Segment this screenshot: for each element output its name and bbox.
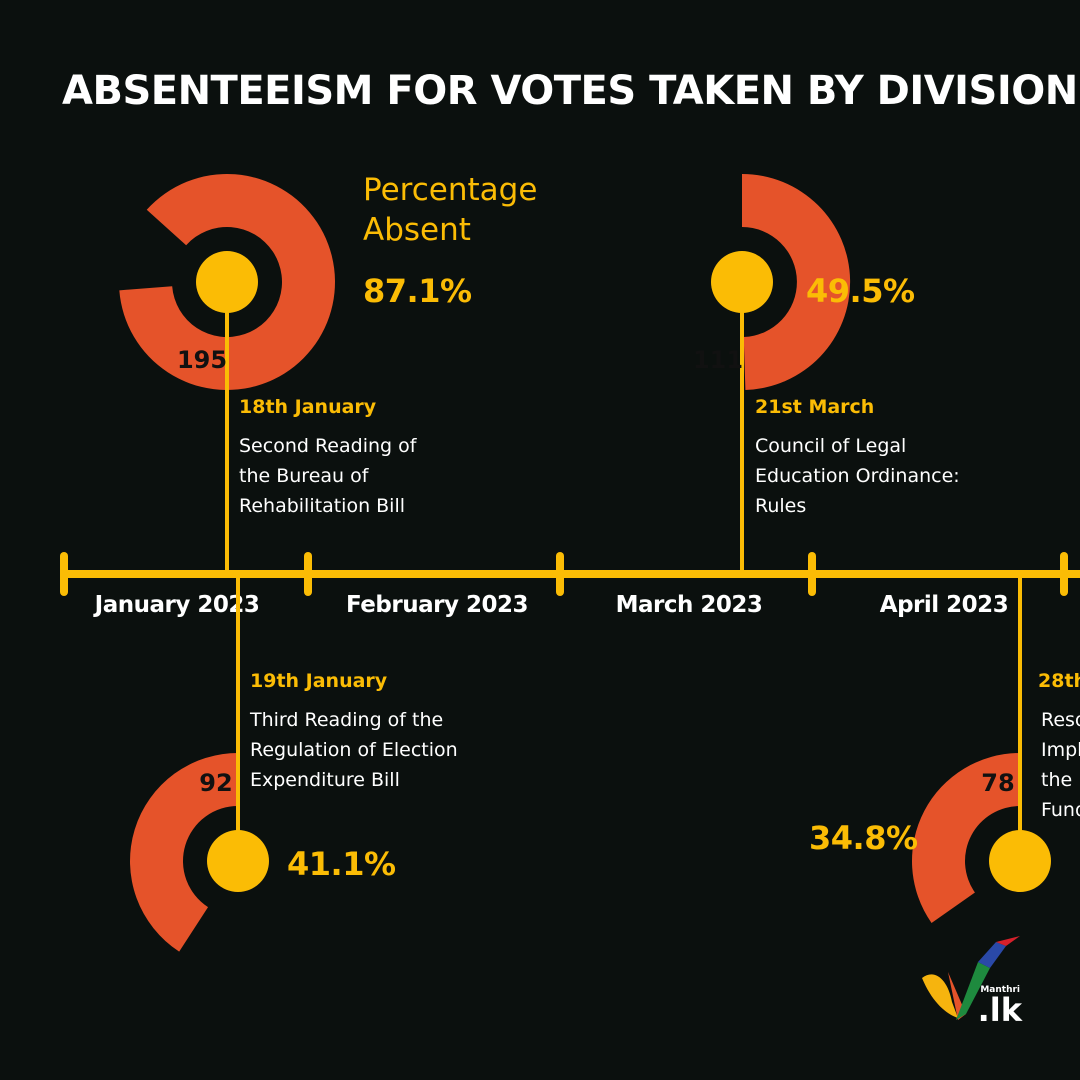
event-marker	[196, 251, 258, 313]
logo-mark-green	[956, 962, 990, 1020]
event-date: 19th January	[250, 670, 388, 692]
event-description-line: Fund	[1041, 799, 1080, 821]
event-28th-april: 78 34.8% 28th Reso Imple the I Fund	[809, 574, 1080, 923]
event-description-line: the I	[1041, 769, 1080, 791]
percent-label: 41.1%	[287, 845, 396, 883]
event-description-line: Rules	[755, 495, 806, 517]
absence-ring	[119, 174, 335, 391]
manthri-lk-logo: Manthri .lk	[922, 936, 1023, 1029]
month-label-march: March 2023	[616, 592, 763, 618]
logo-main-text: .lk	[978, 991, 1023, 1029]
event-description-line: Regulation of Election	[250, 739, 458, 761]
month-labels: January 2023 February 2023 March 2023 Ap…	[93, 592, 1009, 618]
event-description-line: Expenditure Bill	[250, 769, 400, 791]
event-description-line: Council of Legal	[755, 435, 906, 457]
event-description-line: Second Reading of	[239, 435, 418, 457]
logo-small-text: Manthri	[980, 985, 1020, 995]
event-description-line: Education Ordinance:	[755, 465, 960, 487]
percent-label: 87.1%	[363, 272, 472, 310]
event-description-line: Rehabilitation Bill	[239, 495, 405, 517]
event-19th-january: 92 41.1% 19th January Third Reading of t…	[130, 574, 458, 952]
percent-label: 49.5%	[806, 272, 915, 310]
event-marker	[711, 251, 773, 313]
event-marker	[989, 830, 1051, 892]
chart-title: ABSENTEEISM FOR VOTES TAKEN BY DIVISION	[62, 68, 1078, 114]
month-label-february: February 2023	[346, 592, 528, 618]
event-date: 21st March	[755, 396, 874, 418]
legend-label-line-2: Absent	[363, 212, 471, 248]
event-marker	[207, 830, 269, 892]
absent-count: 92	[199, 769, 232, 797]
event-date: 28th	[1038, 670, 1080, 692]
absent-count: 78	[981, 769, 1014, 797]
event-description-line: the Bureau of	[239, 465, 370, 487]
absent-count: 195	[177, 346, 227, 374]
absence-ring	[742, 173, 851, 390]
event-21st-march: 111 49.5% 21st March Council of Legal Ed…	[693, 173, 960, 574]
month-label-january: January 2023	[93, 592, 260, 618]
event-date: 18th January	[239, 396, 377, 418]
percent-label: 34.8%	[809, 819, 918, 857]
event-description-line: Reso	[1041, 709, 1080, 731]
timeline-axis	[60, 552, 1080, 596]
event-description-line: Imple	[1041, 739, 1080, 761]
absence-ring	[130, 753, 240, 952]
absence-ring	[911, 752, 1021, 923]
logo-mark-yellow	[922, 974, 958, 1018]
absent-count: 111	[693, 346, 743, 374]
event-18th-january: 195 87.1% 18th January Second Reading of…	[119, 174, 472, 574]
legend-label-line-1: Percentage	[363, 172, 537, 208]
event-description-line: Third Reading of the	[249, 709, 443, 731]
month-label-april: April 2023	[880, 592, 1008, 618]
logo-mark-blue	[978, 942, 1006, 968]
logo-mark-red	[996, 936, 1020, 946]
